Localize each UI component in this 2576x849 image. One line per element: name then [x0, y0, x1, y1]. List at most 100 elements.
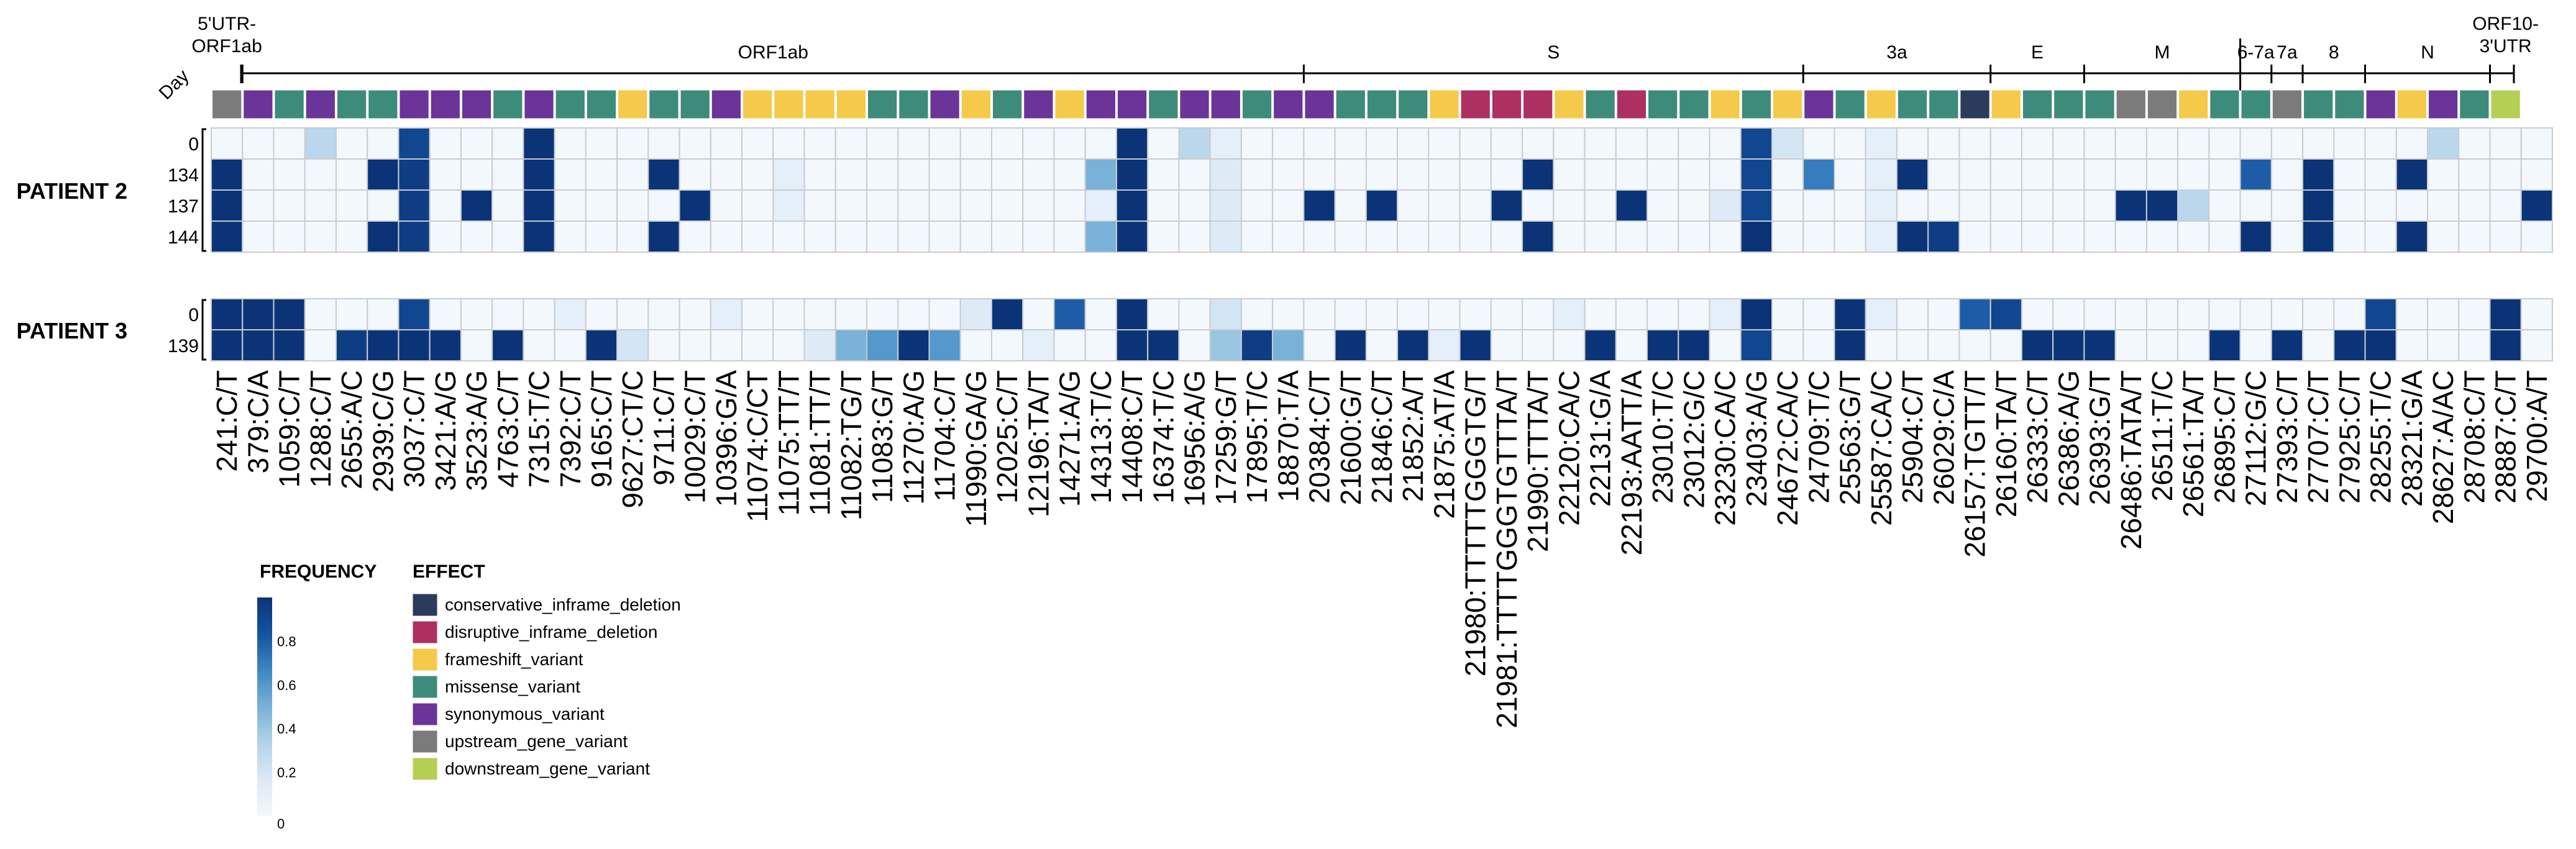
heatmap-cell [2208, 220, 2241, 253]
effect-legend-label: downstream_gene_variant [445, 759, 650, 778]
heatmap-cell [2021, 158, 2054, 191]
effect-cell [1054, 89, 1085, 119]
effect-cell [774, 89, 804, 119]
variant-axis-labels: 241:C/T379:C/A1059:C/T1288:C/T2655:A/C29… [211, 370, 2553, 729]
heatmap-cell [616, 158, 649, 191]
heatmap-cell [1678, 329, 1710, 361]
effect-cell [1679, 89, 1709, 119]
variant-label: 14271:A/G [1054, 370, 1086, 507]
heatmap-cell [1615, 329, 1648, 361]
heatmap-cell [1334, 298, 1367, 330]
heatmap-cell [554, 298, 587, 330]
heatmap-cell [1209, 189, 1242, 222]
heatmap-cell [1678, 189, 1710, 222]
heatmap-cell [2177, 220, 2210, 253]
patient-bracket [201, 299, 206, 361]
heatmap-cell [1022, 158, 1055, 191]
heatmap-cell [491, 189, 524, 222]
heatmap-cell [1522, 298, 1555, 330]
effect-cell [368, 89, 398, 119]
effect-swatch [412, 675, 438, 699]
heatmap-cell [1365, 189, 1399, 222]
heatmap-cell [523, 329, 555, 361]
heatmap-cell [2458, 329, 2491, 361]
heatmap-cell [2239, 158, 2272, 191]
variant-label: 26393:G/T [2084, 370, 2116, 505]
variant-label: 23230:CA/C [1709, 370, 1742, 526]
heatmap-cell [1927, 220, 1960, 253]
heatmap-cell [1147, 189, 1180, 222]
heatmap-cell [1303, 220, 1336, 253]
heatmap-cell [1802, 158, 1835, 191]
heatmap-cell [1459, 329, 1492, 361]
heatmap-cell [1084, 127, 1117, 160]
heatmap-cell [1147, 158, 1180, 191]
effect-cell [1210, 89, 1241, 119]
heatmap-cell [741, 158, 774, 191]
heatmap-cell [1209, 158, 1242, 191]
effect-cell [1398, 89, 1428, 119]
effect-cell [1773, 89, 1803, 119]
heatmap-cell [772, 189, 805, 222]
heatmap-cell [2427, 220, 2460, 253]
heatmap-cell [834, 127, 868, 160]
variant-label: 24672:CA/C [1771, 370, 1804, 526]
heatmap-cell [1927, 298, 1960, 330]
heatmap-cell [2395, 189, 2429, 222]
effect-cell [2396, 89, 2428, 119]
heatmap-cell [1053, 127, 1086, 160]
effect-cell [430, 89, 460, 119]
gene-label: 8 [2329, 42, 2339, 63]
heatmap-cell [2458, 189, 2491, 222]
heatmap-cell [2083, 158, 2116, 191]
heatmap-cell [367, 329, 400, 361]
heatmap-cell [1989, 298, 2022, 330]
effect-cell [1148, 89, 1179, 119]
effect-cell [2053, 89, 2084, 119]
heatmap-cell [2239, 329, 2272, 361]
variant-label: 11083:G/T [866, 370, 898, 503]
heatmap-grid: 0 134 137 144 PATIENT 2 0 139 PATIENT 3 [16, 127, 2554, 361]
heatmap-cell [1989, 158, 2022, 191]
effect-cell [1866, 89, 1896, 119]
heatmap-cell [273, 220, 306, 253]
heatmap-cell [1022, 220, 1055, 253]
heatmap-cell [2302, 127, 2335, 160]
heatmap-cell [1553, 158, 1586, 191]
heatmap-cell [429, 329, 462, 361]
heatmap-cell [2427, 298, 2460, 330]
heatmap-cell [491, 127, 524, 160]
heatmap-cell [1365, 158, 1399, 191]
heatmap-cell [1240, 329, 1274, 361]
effect-swatch [412, 593, 438, 617]
heatmap-cell [2270, 220, 2304, 253]
heatmap-cell [335, 298, 368, 330]
effect-cell [2303, 89, 2334, 119]
heatmap-cell [2239, 189, 2272, 222]
heatmap-cell [1053, 158, 1086, 191]
heatmap-cell [1209, 127, 1242, 160]
heatmap-cell [2239, 220, 2272, 253]
heatmap-cell [304, 298, 337, 330]
heatmap-cell [1553, 329, 1586, 361]
heatmap-cell [1834, 158, 1866, 191]
variant-label: 29700:A/T [2521, 370, 2553, 502]
heatmap-cell [772, 298, 805, 330]
heatmap-cell [897, 329, 930, 361]
heatmap-cell [710, 189, 743, 222]
effect-cell [1585, 89, 1615, 119]
heatmap-cell [460, 298, 493, 330]
heatmap-cell [2520, 329, 2554, 361]
heatmap-cell [1802, 329, 1835, 361]
heatmap-cell [1865, 329, 1898, 361]
frequency-tick-label: 0.4 [277, 721, 296, 737]
heatmap-cell [554, 158, 587, 191]
heatmap-cell [1834, 298, 1866, 330]
gene-label: 5'UTR- [198, 14, 256, 34]
heatmap-cell [1740, 189, 1773, 222]
heatmap-cell [2427, 158, 2460, 191]
heatmap-cell [710, 158, 743, 191]
effect-cell [1554, 89, 1584, 119]
heatmap-cell [1584, 220, 1617, 253]
heatmap-cell [991, 298, 1024, 330]
